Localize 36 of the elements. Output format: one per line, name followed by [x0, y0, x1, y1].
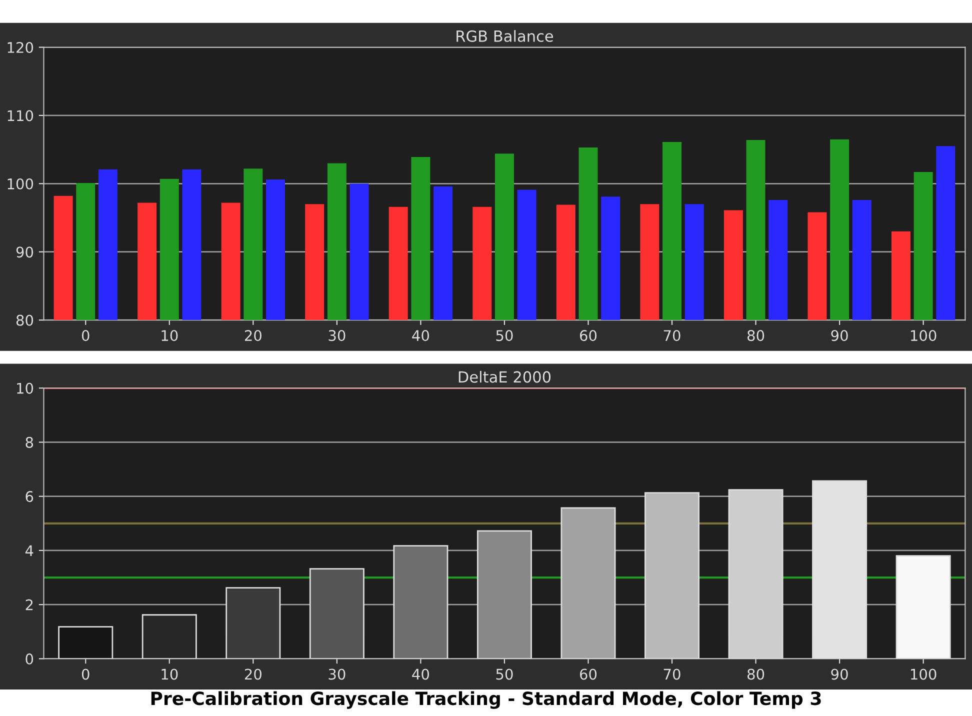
y-tick-label: 90 [16, 246, 34, 258]
text: Pre-Calibration Grayscale Tracking - Standard Mode, Color Temp 3 [151, 691, 821, 709]
x-tick-label: 90 [831, 668, 848, 680]
x-tick-label: 80 [747, 668, 764, 680]
x-tick-label: 50 [496, 330, 513, 342]
x-tick-label: 10 [162, 330, 178, 342]
y-tick-label: 2 [26, 599, 33, 610]
x-tick-label: 10 [162, 668, 178, 680]
x-tick-label: 30 [328, 668, 346, 680]
x-tick-label: 70 [664, 330, 680, 342]
y-tick-label: 10 [17, 382, 34, 394]
x-tick-label: 50 [496, 668, 513, 680]
x-tick-label: 0 [82, 668, 90, 680]
x-tick-label: 100 [910, 330, 936, 342]
y-tick-label: 4 [25, 545, 34, 556]
x-tick-label: 100 [910, 668, 936, 680]
y-tick-label: 110 [8, 110, 34, 122]
x-tick-label: 20 [244, 330, 262, 342]
x-tick-label: 20 [244, 668, 262, 680]
x-tick-label: 40 [412, 668, 430, 680]
y-tick-label: 80 [16, 314, 34, 326]
x-tick-label: 60 [580, 330, 597, 342]
y-tick-label: 6 [26, 491, 34, 502]
y-tick-label: 120 [8, 42, 34, 54]
chart-title: RGB Balance [456, 30, 554, 42]
x-tick-label: 60 [580, 668, 597, 680]
x-tick-label: 0 [82, 330, 90, 342]
y-tick-label: 0 [26, 653, 34, 664]
chart-title: DeltaE 2000 [458, 370, 551, 383]
x-tick-label: 90 [831, 330, 848, 342]
x-tick-label: 40 [412, 330, 430, 342]
x-tick-label: 30 [328, 330, 346, 342]
y-tick-label: 100 [8, 178, 34, 190]
x-tick-label: 80 [747, 330, 764, 342]
y-tick-label: 8 [26, 436, 34, 448]
x-tick-label: 70 [664, 668, 680, 680]
